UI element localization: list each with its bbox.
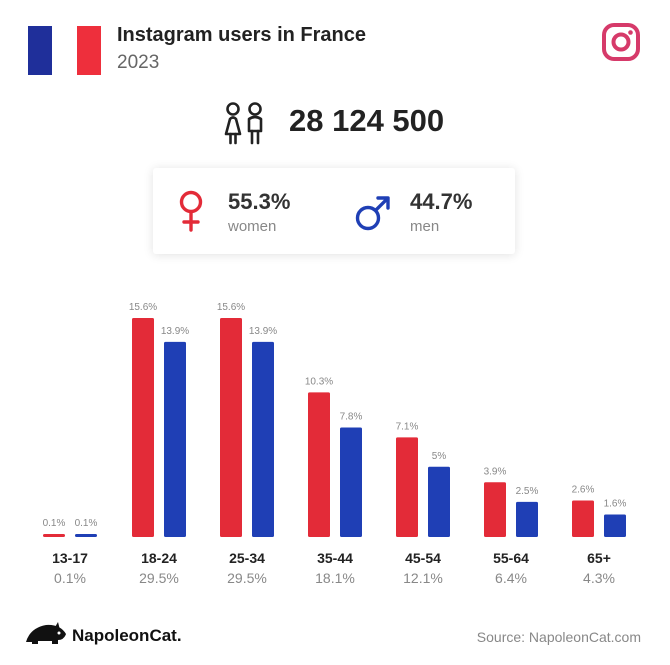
women-value-label: 2.6% [572,485,595,496]
chart-title: Instagram users in France [117,24,366,46]
gender-card: 55.3% women 44.7% men [153,168,515,254]
women-percentage: 55.3% [228,189,291,214]
men-bar-13-17 [75,534,97,537]
age-group-label: 13-17 [52,550,88,566]
age-group-total: 29.5% [139,570,179,586]
age-distribution-chart: 0.1% 0.1% 13-17 0.1% 15.6% 13.9% 18-24 29.5% 15.… [43,302,627,586]
men-bar-18-24 [164,341,186,537]
women-value-label: 15.6% [129,302,157,313]
women-value-label: 3.9% [484,466,507,477]
women-label: women [228,218,277,235]
total-users: 28 124 500 [289,103,445,138]
people-icon [224,102,263,145]
men-value-label: 7.8% [340,412,363,423]
women-bar-45-54 [396,437,418,537]
chart-year: 2023 [117,52,160,73]
men-value-label: 13.9% [249,326,277,337]
age-group-label: 18-24 [141,550,177,566]
source-note: Source: NapoleonCat.com [476,629,641,645]
brand-name: NapoleonCat. [72,626,182,645]
men-value-label: 0.1% [75,518,98,529]
women-bar-25-34 [220,318,242,537]
women-bar-18-24 [132,318,154,537]
women-value-label: 0.1% [43,518,66,529]
female-symbol-icon [179,190,203,232]
women-value-label: 10.3% [305,376,333,387]
women-bar-35-44 [308,392,330,537]
age-group-label: 35-44 [317,550,353,566]
men-bar-35-44 [340,427,362,537]
age-group-total: 12.1% [403,570,443,586]
women-bar-13-17 [43,534,65,537]
age-group-label: 25-34 [229,550,265,566]
france-flag-icon [28,26,101,75]
men-percentage: 44.7% [410,189,473,214]
men-value-label: 13.9% [161,326,189,337]
age-group-label: 55-64 [493,550,529,566]
men-bar-55-64 [516,501,538,537]
napoleoncat-logo-icon [26,622,66,644]
women-value-label: 7.1% [396,421,419,432]
men-value-label: 5% [432,451,447,462]
male-symbol-icon [355,196,390,231]
men-bar-65+ [604,514,626,537]
instagram-icon [602,23,640,61]
age-group-total: 4.3% [583,570,615,586]
men-label: men [410,218,440,235]
age-group-label: 65+ [587,550,611,566]
men-bar-45-54 [428,466,450,537]
women-bar-65+ [572,500,594,537]
men-bar-25-34 [252,341,274,537]
age-group-total: 18.1% [315,570,355,586]
age-group-total: 0.1% [54,570,86,586]
age-group-total: 29.5% [227,570,267,586]
women-value-label: 15.6% [217,302,245,313]
age-group-total: 6.4% [495,570,527,586]
women-bar-55-64 [484,482,506,537]
age-group-label: 45-54 [405,550,441,566]
men-value-label: 2.5% [516,486,539,497]
men-value-label: 1.6% [604,499,627,510]
